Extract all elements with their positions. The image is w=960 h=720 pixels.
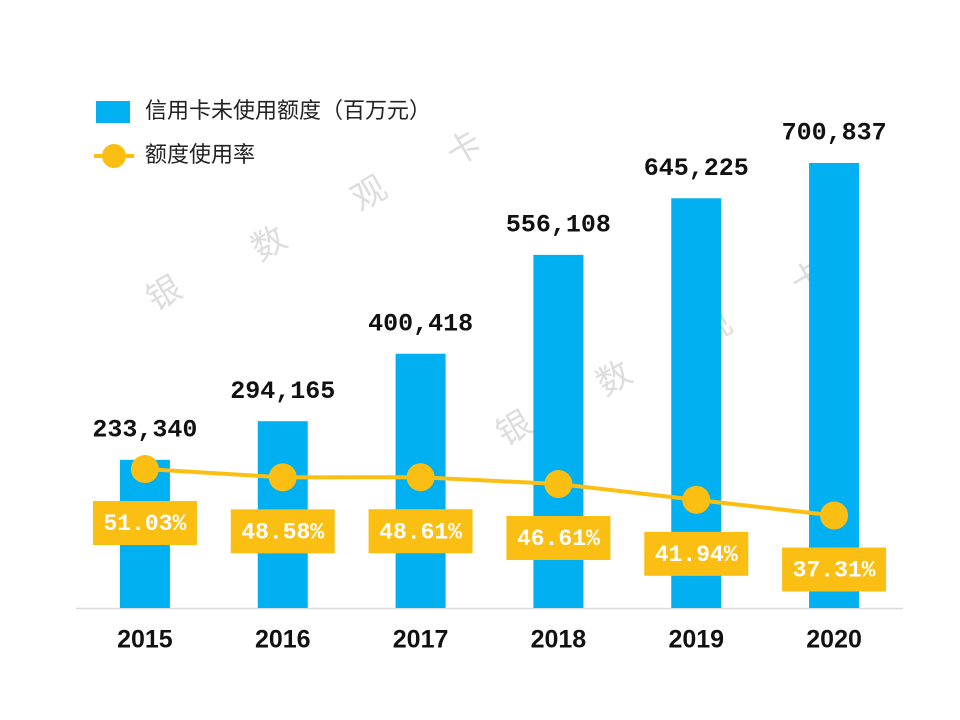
x-tick-label: 2018	[531, 626, 587, 654]
point-label-text: 41.94%	[655, 542, 738, 568]
point-label: 48.58%	[230, 509, 335, 554]
line	[144, 467, 835, 518]
point-label: 51.03%	[92, 501, 197, 546]
legend-swatch	[102, 144, 126, 168]
bar-value-label: 400,418	[368, 309, 473, 338]
point-label-box	[506, 516, 611, 561]
point-label-text: 48.61%	[379, 519, 462, 545]
watermark: 银	[140, 268, 189, 320]
watermark: 数	[590, 353, 639, 405]
point-label: 48.61%	[368, 509, 473, 554]
point-label-box	[92, 501, 197, 546]
watermark: 卡	[440, 123, 489, 175]
point-label-box	[644, 531, 749, 576]
point-label-text: 51.03%	[104, 511, 187, 537]
point-label-text: 37.31%	[793, 558, 876, 584]
point-label: 41.94%	[644, 531, 749, 576]
watermark: 银	[490, 403, 539, 455]
point-label: 37.31%	[782, 547, 887, 592]
line-point	[130, 455, 159, 484]
bar-value-label: 556,108	[506, 210, 611, 239]
point-label: 46.61%	[506, 516, 611, 561]
bar	[809, 162, 860, 608]
bar-value-label: 700,837	[782, 119, 887, 148]
bar-value-label: 294,165	[230, 377, 335, 406]
bar-value-label: 645,225	[644, 154, 749, 183]
x-tick-label: 2016	[255, 626, 311, 654]
x-tick-label: 2019	[668, 626, 724, 654]
legend-swatch	[96, 101, 130, 123]
point-label-text: 46.61%	[517, 526, 600, 552]
x-tick-label: 2015	[117, 626, 173, 654]
line-point	[820, 501, 849, 530]
x-tick-label: 2017	[393, 626, 449, 654]
line-point	[406, 463, 435, 492]
bar-value-label: 233,340	[92, 415, 197, 444]
point-label-box	[230, 509, 335, 554]
point-label-box	[782, 547, 887, 592]
line-point	[682, 485, 711, 514]
legend-label: 信用卡未使用额度（百万元）	[145, 99, 431, 124]
line-point	[268, 463, 297, 492]
x-tick-label: 2020	[806, 626, 862, 654]
point-label-box	[368, 509, 473, 554]
point-label-text: 48.58%	[241, 519, 324, 545]
watermark: 数	[245, 218, 294, 270]
line-point	[544, 470, 573, 499]
legend-label: 额度使用率	[145, 143, 255, 168]
watermark: 观	[345, 168, 394, 220]
